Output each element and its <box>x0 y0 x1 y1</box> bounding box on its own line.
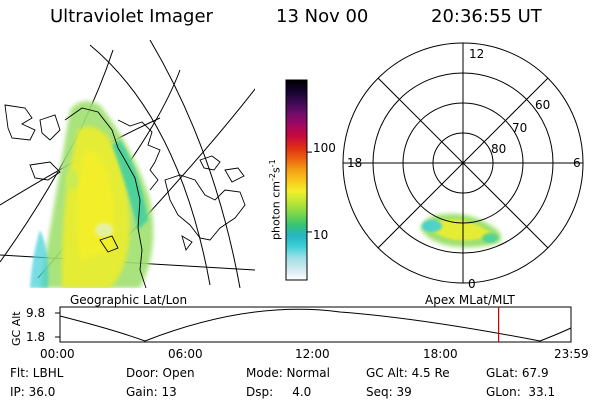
status-ip: IP: 36.0 <box>10 385 56 399</box>
polar-meridian-diag <box>377 77 549 249</box>
colorbar-unit-label: photon cm-2s-1 <box>268 159 283 240</box>
polar-plot <box>342 42 584 284</box>
mlt-label-12: 12 <box>469 47 485 61</box>
lat-label-70: 70 <box>512 121 528 135</box>
geographic-map <box>0 40 255 288</box>
map-grid-line <box>89 44 211 286</box>
gc-alt-xtick-label: 00:00 <box>40 347 75 361</box>
status-filter: Flt: LBHL <box>10 366 64 380</box>
status-glat: GLat: 67.9 <box>486 366 549 380</box>
status-gc-alt: GC Alt: 4.5 Re <box>366 366 450 380</box>
aurora-emission-geo <box>30 101 154 288</box>
gc-alt-xtick-label: 23:59 <box>554 347 589 361</box>
status-door: Door: Open <box>126 366 195 380</box>
gc-alt-xtick-label: 12:00 <box>295 347 330 361</box>
gc-alt-ytick-label: 9.8 <box>26 306 46 320</box>
colorbar-tick-label: 100 <box>313 141 336 155</box>
lat-label-60: 60 <box>535 98 551 112</box>
geo-map-label: Geographic Lat/Lon <box>70 293 188 307</box>
gc-alt-plot <box>55 306 572 343</box>
colorbar-scale <box>285 79 308 281</box>
gc-alt-ytick-label: 1.8 <box>26 330 46 344</box>
polar-plot-label: Apex MLat/MLT <box>425 293 515 307</box>
gc-alt-ylabel: GC Alt <box>10 311 23 346</box>
gc-alt-orbit-curve <box>59 308 572 342</box>
lat-label-80: 80 <box>491 142 507 156</box>
coastlines <box>4 104 246 288</box>
colorbar-ticks <box>307 151 312 233</box>
colorbar <box>285 79 312 281</box>
colorbar-tick-label: 10 <box>313 228 329 242</box>
gc-alt-xtick-label: 06:00 <box>168 347 203 361</box>
mlt-label-0: 0 <box>468 277 476 291</box>
observation-date: 13 Nov 00 <box>276 6 369 27</box>
gc-alt-frame <box>59 306 572 343</box>
map-grid-line <box>149 40 241 288</box>
status-glon: GLon: 33.1 <box>486 385 556 399</box>
mlt-label-18: 18 <box>347 156 363 170</box>
instrument-title: Ultraviolet Imager <box>50 6 213 27</box>
gc-alt-xtick-label: 18:00 <box>423 347 458 361</box>
mlt-label-6: 6 <box>573 156 581 170</box>
status-gain: Gain: 13 <box>126 385 177 399</box>
status-seq: Seq: 39 <box>366 385 412 399</box>
status-dsp: Dsp: 4.0 <box>246 385 312 399</box>
status-mode: Mode: Normal <box>246 366 330 380</box>
observation-time: 20:36:55 UT <box>431 6 542 27</box>
aurora-emission-polar <box>420 213 502 248</box>
